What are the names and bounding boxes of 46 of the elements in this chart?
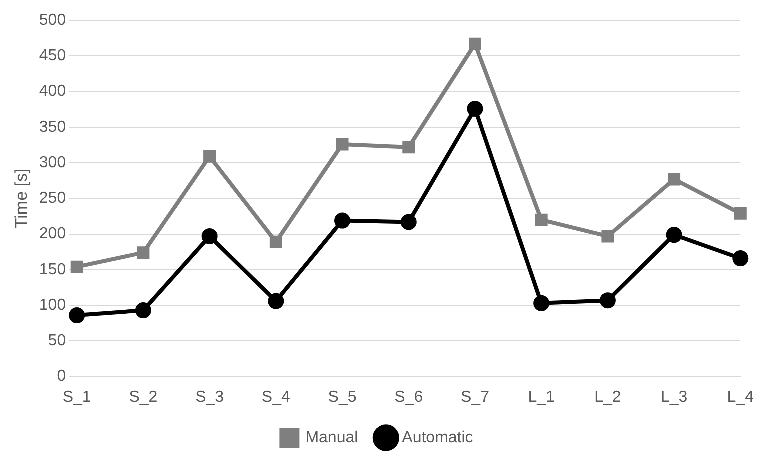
point xyxy=(402,141,416,154)
point xyxy=(666,227,682,244)
point xyxy=(534,295,550,312)
y-tick-label: 400 xyxy=(39,83,66,100)
point xyxy=(602,230,614,243)
point xyxy=(137,246,150,260)
point xyxy=(600,292,616,309)
point xyxy=(467,100,484,117)
y-tick-label: 50 xyxy=(48,332,66,350)
point xyxy=(270,236,282,248)
point xyxy=(732,250,749,267)
point xyxy=(468,38,482,50)
point xyxy=(535,214,548,226)
y-tick-label: 200 xyxy=(39,226,66,243)
point xyxy=(202,228,218,244)
point xyxy=(734,207,747,220)
point xyxy=(334,212,351,229)
y-tick-label: 450 xyxy=(39,48,66,65)
y-tick-label: 250 xyxy=(39,190,66,208)
x-tick-label: L_1 xyxy=(528,388,556,406)
point xyxy=(400,214,417,230)
y-tick-label: 0 xyxy=(57,368,66,386)
x-tick-label: L_4 xyxy=(727,388,754,406)
x-tick-label: L_3 xyxy=(660,388,688,406)
y-tick-label: 350 xyxy=(39,118,66,136)
point xyxy=(336,138,349,151)
x-tick-label: L_2 xyxy=(594,388,622,406)
point xyxy=(268,293,284,310)
x-tick-label: S_5 xyxy=(328,388,357,406)
point xyxy=(69,308,86,324)
x-tick-label: S_6 xyxy=(394,388,424,406)
x-tick-label: S_4 xyxy=(262,388,290,406)
y-tick-label: 300 xyxy=(39,154,66,172)
x-tick-label: S_3 xyxy=(196,388,224,406)
legend-label: Automatic xyxy=(402,429,474,446)
point xyxy=(668,173,681,186)
x-tick-label: S_2 xyxy=(129,388,158,406)
y-tick-label: 150 xyxy=(39,261,66,278)
legend-label: Manual xyxy=(306,429,358,446)
x-tick-label: S_1 xyxy=(62,388,92,406)
y-axis-title: Time [s] xyxy=(12,168,31,229)
point xyxy=(204,150,216,163)
x-tick-label: S_7 xyxy=(460,388,490,406)
y-tick-label: 100 xyxy=(39,296,66,314)
y-tick-label: 500 xyxy=(39,12,66,30)
point xyxy=(135,302,152,319)
